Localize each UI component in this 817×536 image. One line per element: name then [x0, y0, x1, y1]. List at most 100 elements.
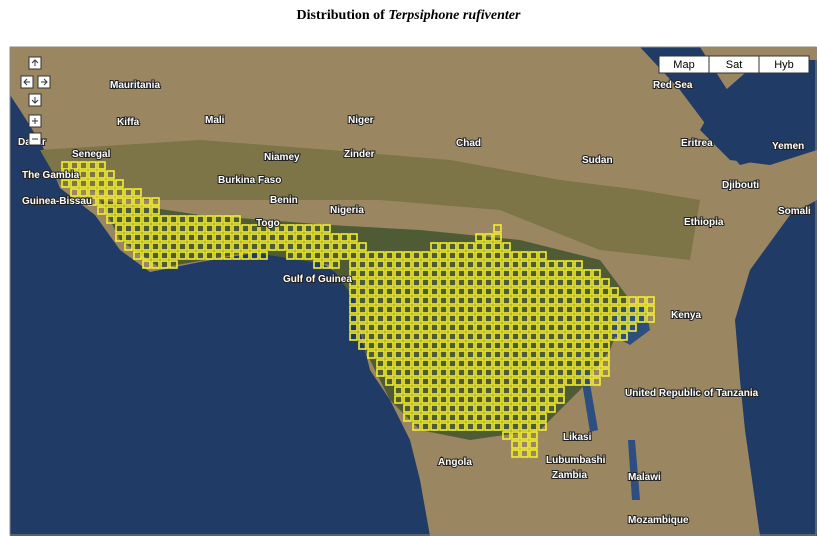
- range-cell: [367, 350, 376, 359]
- range-cell: [115, 197, 124, 206]
- range-cell: [133, 188, 142, 197]
- range-cell: [547, 404, 556, 413]
- range-cell: [466, 359, 475, 368]
- range-cell: [547, 386, 556, 395]
- range-cell: [196, 215, 205, 224]
- range-cell: [511, 413, 520, 422]
- range-cell: [79, 188, 88, 197]
- range-cell: [376, 296, 385, 305]
- range-cell: [493, 323, 502, 332]
- place-label: Eritrea: [681, 138, 713, 149]
- range-cell: [412, 314, 421, 323]
- range-cell: [97, 161, 106, 170]
- range-cell: [124, 197, 133, 206]
- range-cell: [394, 359, 403, 368]
- red-sea: [640, 47, 760, 165]
- range-cell: [367, 323, 376, 332]
- map-type-button[interactable]: [758, 55, 810, 74]
- range-cell: [475, 305, 484, 314]
- range-cell: [151, 260, 160, 269]
- range-cell: [169, 260, 178, 269]
- range-cell: [466, 278, 475, 287]
- range-cell: [133, 233, 142, 242]
- range-cell: [232, 215, 241, 224]
- range-cell: [529, 368, 538, 377]
- range-cell: [421, 341, 430, 350]
- range-cell: [556, 350, 565, 359]
- range-cell: [592, 314, 601, 323]
- range-cell: [520, 269, 529, 278]
- range-cell: [529, 413, 538, 422]
- range-cell: [520, 422, 529, 431]
- range-cell: [475, 359, 484, 368]
- place-label: Djibouti: [722, 180, 759, 191]
- range-cell: [367, 251, 376, 260]
- range-cell: [250, 224, 259, 233]
- range-cell: [196, 233, 205, 242]
- range-cell: [574, 341, 583, 350]
- range-cell: [538, 422, 547, 431]
- range-cell: [520, 260, 529, 269]
- range-cell: [376, 341, 385, 350]
- range-cell: [349, 242, 358, 251]
- range-cell: [124, 233, 133, 242]
- range-cell: [403, 404, 412, 413]
- range-cell: [376, 350, 385, 359]
- range-cell: [232, 251, 241, 260]
- range-cell: [529, 296, 538, 305]
- range-cell: [214, 242, 223, 251]
- range-cell: [169, 233, 178, 242]
- range-cell: [592, 350, 601, 359]
- range-cell: [556, 296, 565, 305]
- range-cell: [385, 314, 394, 323]
- range-cell: [529, 404, 538, 413]
- range-cell: [601, 278, 610, 287]
- range-cell: [322, 233, 331, 242]
- range-cell: [313, 242, 322, 251]
- range-cell: [556, 377, 565, 386]
- range-cell: [565, 332, 574, 341]
- range-cell: [241, 251, 250, 260]
- range-cell: [61, 170, 70, 179]
- range-cell: [358, 260, 367, 269]
- range-cell: [592, 377, 601, 386]
- range-cell: [457, 377, 466, 386]
- range-cell: [349, 287, 358, 296]
- range-cell: [502, 323, 511, 332]
- range-cell: [430, 395, 439, 404]
- range-cell: [115, 215, 124, 224]
- range-cell: [421, 323, 430, 332]
- range-cell: [574, 323, 583, 332]
- range-cell: [151, 242, 160, 251]
- range-cell: [484, 341, 493, 350]
- range-cell: [340, 251, 349, 260]
- range-cell: [583, 269, 592, 278]
- range-cell: [484, 323, 493, 332]
- range-cell: [79, 161, 88, 170]
- range-cell: [475, 251, 484, 260]
- range-cell: [367, 260, 376, 269]
- range-cell: [502, 287, 511, 296]
- range-cell: [394, 260, 403, 269]
- forest: [100, 200, 630, 440]
- range-cell: [106, 215, 115, 224]
- range-cell: [520, 323, 529, 332]
- range-cell: [448, 278, 457, 287]
- range-cell: [466, 350, 475, 359]
- range-cell: [466, 404, 475, 413]
- range-cell: [574, 305, 583, 314]
- range-cell: [124, 224, 133, 233]
- range-cell: [565, 368, 574, 377]
- range-cell: [448, 251, 457, 260]
- range-cell: [205, 251, 214, 260]
- range-cell: [115, 206, 124, 215]
- range-cell: [412, 386, 421, 395]
- range-cell: [592, 359, 601, 368]
- range-cell: [502, 251, 511, 260]
- range-cell: [385, 287, 394, 296]
- range-cell: [538, 350, 547, 359]
- range-cell: [637, 305, 646, 314]
- range-cell: [448, 269, 457, 278]
- place-label: Kiffa: [117, 117, 140, 128]
